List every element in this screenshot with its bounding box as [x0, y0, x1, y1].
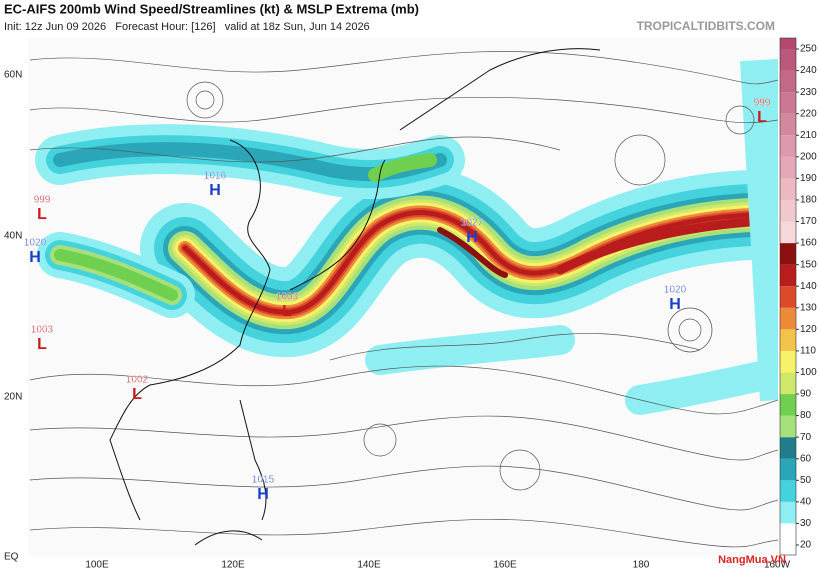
jet-branch	[740, 58, 778, 402]
colorbar-label: 250	[800, 44, 817, 55]
pressure-value: 1003	[276, 292, 299, 303]
pressure-symbol: L	[37, 206, 47, 223]
pressure-value: 1002	[126, 375, 149, 386]
colorbar-segment	[780, 49, 796, 71]
colorbar-frame	[779, 37, 797, 556]
colorbar-label: 220	[800, 108, 817, 119]
colorbar-segment	[780, 178, 796, 200]
colorbar-segment	[780, 156, 796, 179]
colorbar-segment	[780, 394, 796, 416]
pressure-value: 999	[34, 195, 51, 206]
coastlines	[109, 48, 601, 546]
lon-label: 140E	[357, 560, 381, 571]
lat-label: 20N	[4, 392, 22, 403]
colorbar-segment	[780, 199, 796, 222]
colorbar-segment	[780, 264, 796, 287]
colorbar-label: 160	[800, 238, 817, 249]
colorbar-label: 230	[800, 87, 817, 98]
colorbar-segment	[780, 437, 796, 459]
colorbar-segment	[780, 501, 796, 524]
colorbar-segment	[780, 350, 796, 373]
pressure-symbol: H	[669, 296, 681, 313]
pressure-symbol: L	[282, 303, 292, 320]
colorbar-segment	[780, 329, 796, 351]
jet-band	[182, 210, 778, 315]
pressure-value: 1027	[461, 218, 484, 229]
pressure-value: 999	[754, 98, 771, 109]
colorbar-label: 180	[800, 195, 817, 206]
jet-core	[437, 227, 508, 278]
colorbar-segment	[780, 523, 796, 555]
colorbar-label: 110	[800, 346, 816, 357]
colorbar-label: 50	[800, 475, 812, 486]
map	[28, 38, 778, 556]
colorbar-label: 100	[800, 367, 817, 378]
lat-label: 40N	[4, 231, 22, 242]
colorbar-segment	[780, 286, 796, 308]
colorbar-label: 90	[800, 389, 812, 400]
pressure-value: 1003	[31, 325, 54, 336]
colorbar-segment	[780, 243, 796, 265]
jet-stream	[35, 58, 778, 415]
colorbar-label: 130	[800, 302, 817, 313]
watermark: NangMua.VN	[718, 554, 786, 566]
pressure-value: 1015	[252, 475, 275, 486]
pressure-symbol: L	[757, 109, 767, 126]
colorbar-segment	[780, 135, 796, 157]
pressure-symbol: H	[209, 182, 221, 199]
pressure-value: 1020	[24, 238, 47, 249]
colorbar-label: 210	[800, 130, 817, 141]
colorbar-segment	[780, 458, 796, 481]
pressure-value: 1016	[204, 171, 227, 182]
lat-label: EQ	[4, 552, 19, 563]
colorbar-label: 120	[800, 324, 817, 335]
colorbar-segment	[780, 92, 796, 114]
colorbar-label: 30	[800, 518, 812, 529]
pressure-value: 1020	[664, 285, 687, 296]
pressure-symbol: H	[29, 249, 41, 266]
colorbar-segment	[780, 307, 796, 330]
colorbar-label: 60	[800, 453, 812, 464]
pressure-centers: 999L1016H999L1020H1027H1003L1003L1002L10…	[24, 97, 771, 503]
colorbar-segment	[780, 415, 796, 438]
colorbar-segment	[780, 221, 796, 244]
lat-label: 60N	[4, 70, 22, 81]
pressure-symbol: H	[257, 486, 269, 503]
pressure-symbol: L	[132, 386, 142, 403]
colorbar: 20 30 40 50 60 70 80 90 100 110 120 130 140 150 160 170…	[779, 37, 817, 556]
pressure-symbol: H	[466, 229, 478, 246]
credit: TROPICALTIDBITS.COM	[637, 19, 775, 33]
lon-label: 160W	[764, 560, 791, 571]
jet-branch	[54, 249, 178, 301]
colorbar-segment	[780, 113, 796, 136]
colorbar-segment	[780, 38, 796, 49]
axis-labels: 60N 40N 20N EQ 100E 120E 140E 160E 180 160W	[4, 70, 791, 571]
title: EC-AIFS 200mb Wind Speed/Streamlines (kt…	[4, 1, 419, 16]
pressure-symbol: L	[37, 336, 47, 353]
colorbar-segment	[780, 70, 796, 93]
colorbar-label: 70	[800, 432, 812, 443]
streamlines	[29, 51, 778, 548]
lon-label: 160E	[493, 560, 517, 571]
colorbar-label: 80	[800, 410, 812, 421]
colorbar-label: 190	[800, 173, 817, 184]
colorbar-label: 20	[800, 540, 812, 551]
subtitle: Init: 12z Jun 09 2026 Forecast Hour: [12…	[4, 21, 370, 33]
colorbar-label: 150	[800, 259, 817, 270]
colorbar-label: 240	[800, 65, 817, 76]
lon-label: 180	[633, 560, 650, 571]
lon-label: 120E	[221, 560, 245, 571]
colorbar-label: 140	[800, 281, 817, 292]
colorbar-label: 170	[800, 216, 817, 227]
colorbar-segment	[780, 480, 796, 502]
colorbar-label: 200	[800, 151, 817, 162]
colorbar-segment	[780, 372, 796, 395]
lon-label: 100E	[85, 560, 109, 571]
colorbar-label: 40	[800, 497, 812, 508]
